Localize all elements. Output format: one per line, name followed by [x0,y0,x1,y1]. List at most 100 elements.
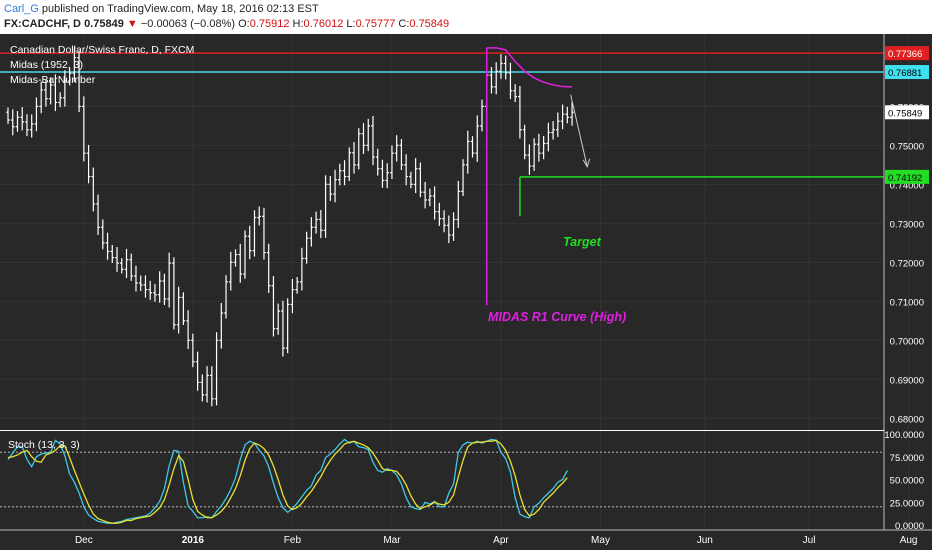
legend-midas: Midas (1952, 3) [10,59,83,71]
price-bar [10,109,15,136]
price-axis[interactable]: 0.68000 0.69000 0.70000 0.71000 0.72000 0.730… [883,34,929,532]
price-bar [29,114,34,138]
open-value: 0.75912 [249,18,290,30]
price-bar [238,243,243,283]
price-bar [48,77,53,105]
price-bar [399,139,404,171]
price-bar [556,112,560,137]
price-bar [361,123,366,154]
y-tick-label: 0.68000 [890,414,924,425]
close-value: 0.75849 [409,18,450,30]
price-bar [565,106,570,124]
price-bar [110,244,115,263]
price-bar [181,292,186,326]
price-change: −0.00063 (−0.08%) [140,18,236,30]
price-bar [224,275,228,319]
stoch-tick-label: 0.0000 [895,521,924,532]
price-bar [15,111,20,132]
price-grid [0,105,884,419]
price-bar [295,276,299,294]
x-tick-label: Jun [697,535,713,546]
price-bar [309,217,314,247]
author-link[interactable]: Carl_G [4,3,39,15]
price-bar [101,219,105,250]
price-bar [143,275,148,298]
price-bar [252,210,257,257]
price-bar [285,298,290,354]
price-bar [527,144,532,175]
price-bar [323,175,328,238]
price-bar [257,206,262,226]
price-bar [470,136,475,158]
x-tick-label: Aug [900,535,918,546]
price-badge: 0.77366 [885,46,929,61]
price-bar [148,280,152,300]
price-bar [219,302,224,349]
price-bar [447,215,451,244]
stoch-tick-label: 50.0000 [890,476,924,487]
price-bar [304,231,309,264]
price-bar [347,147,352,182]
target-label: Target [563,235,602,249]
price-bar [228,251,233,291]
price-bar [271,276,276,337]
price-bar [413,158,418,194]
price-bar [418,162,423,198]
price-bar [44,80,48,107]
price-bar [551,121,555,140]
symbol-label: FX:CADCHF, D [4,18,81,30]
price-bar [91,167,96,212]
annotations [485,47,591,306]
price-bar [276,303,280,335]
price-bar [546,122,551,152]
price-chart[interactable]: 0.68000 0.69000 0.70000 0.71000 0.72000 0.730… [0,34,932,550]
price-bar [475,115,480,162]
price-bar [338,163,342,186]
y-tick-label: 0.69000 [890,375,924,386]
time-grid [83,34,910,530]
price-badge: 0.76881 [885,65,929,80]
price-bar [333,169,337,203]
price-bar [210,366,214,407]
price-bar [186,310,190,350]
x-tick-label: Mar [383,535,401,546]
badge-bg [885,105,929,120]
price-bar [77,50,81,113]
time-axis[interactable]: Dec 2016 Feb Mar Apr May Jun Jul Aug [0,529,932,546]
price-bar [195,351,200,391]
price-bar [442,210,446,233]
y-tick-label: 0.72000 [890,258,924,269]
price-bar [191,333,195,368]
price-bar [461,159,465,197]
price-bar [390,145,394,180]
x-tick-label: Apr [493,535,509,546]
price-bar [428,188,432,207]
price-bar [503,55,508,80]
y-tick-label: 0.70000 [890,336,924,347]
price-bar [134,265,138,292]
price-bar [243,230,247,279]
price-bar [72,47,77,82]
price-bar [456,180,461,229]
price-bar [82,96,86,162]
stoch-d-line [7,439,568,524]
price-bar [39,81,43,114]
header: Carl_G published on TradingView.com, May… [0,0,932,34]
price-bar [494,62,499,95]
open-label: O: [238,18,250,30]
price-bar [53,74,58,112]
level-lines [0,52,884,178]
price-bar [172,257,176,330]
badge-value: 0.75849 [888,108,922,119]
price-bar [432,186,437,220]
down-arrow-icon: ▼ [126,18,138,30]
price-bar [465,130,470,174]
price-bar [96,194,100,235]
price-bar [200,374,205,402]
price-bar [480,99,484,132]
high-value: 0.76012 [303,18,344,30]
price-bar [63,70,67,107]
price-bar [366,118,371,152]
price-bar [157,271,162,303]
price-bar [508,62,513,100]
